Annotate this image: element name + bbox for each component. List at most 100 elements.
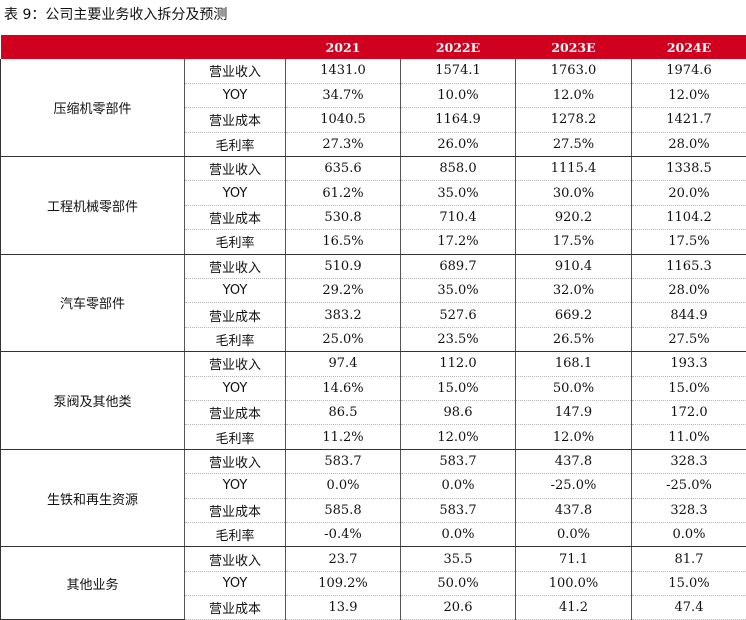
value-cell: 10.0%: [400, 83, 516, 109]
value-cell: 29.2%: [285, 278, 401, 304]
value-cell: 86.5: [285, 400, 401, 426]
header-segment-blank: [0, 35, 185, 59]
table-row: YOY 109.2% 50.0% 100.0% 15.0%: [1, 571, 746, 597]
table-row: 生铁和再生资源 营业收入 583.7 583.7 437.8 328.3: [0, 449, 746, 548]
value-cell: 710.4: [400, 205, 516, 231]
value-cell: 11.2%: [285, 424, 401, 450]
metric-label-cell: YOY: [184, 473, 286, 499]
metric-label-cell: 毛利率: [184, 522, 286, 548]
metric-label-cell: 营业收入: [184, 449, 286, 475]
value-cell: 109.2%: [285, 571, 401, 597]
value-cell: 71.1: [515, 546, 632, 572]
value-cell: 17.5%: [631, 229, 746, 255]
value-cell: 1278.2: [515, 107, 632, 133]
value-cell: 13.9: [285, 595, 401, 620]
value-cell: 12.0%: [515, 424, 632, 450]
value-cell: 32.0%: [515, 278, 632, 304]
table-row: 工程机械零部件 营业收入 635.6 858.0 1115.4 1338.5: [0, 156, 746, 255]
header-metric-blank: [184, 35, 286, 59]
metric-label-cell: 毛利率: [184, 424, 286, 450]
table-row: 压缩机零部件 营业收入 1431.0 1574.1 1763.0 1974.6: [0, 59, 746, 158]
value-cell: 100.0%: [515, 571, 632, 597]
metric-label-cell: 营业收入: [184, 254, 286, 280]
value-cell: 844.9: [631, 302, 746, 328]
table-row: YOY 14.6% 15.0% 50.0% 15.0%: [1, 376, 746, 401]
value-cell: 0.0%: [400, 473, 516, 499]
value-cell: 1165.3: [631, 254, 746, 280]
caption-text: 公司主要业务收入拆分及预测: [45, 7, 228, 23]
value-cell: 530.8: [285, 205, 401, 231]
segment-name-cell: 泵阀及其他类: [0, 351, 185, 450]
metric-label-cell: 毛利率: [184, 132, 286, 158]
value-cell: 15.0%: [400, 376, 516, 401]
value-cell: 61.2%: [285, 180, 401, 206]
metric-label-cell: 营业成本: [184, 400, 286, 426]
value-cell: 28.0%: [631, 132, 746, 158]
value-cell: 20.6: [400, 595, 516, 620]
metric-label-cell: YOY: [184, 278, 286, 304]
value-cell: 35.0%: [400, 180, 516, 206]
metric-label-cell: 营业收入: [184, 59, 286, 84]
value-cell: 26.5%: [515, 327, 632, 353]
value-cell: 1164.9: [400, 107, 516, 133]
table-row: YOY 0.0% 0.0% -25.0% -25.0%: [1, 473, 746, 499]
value-cell: 1574.1: [400, 59, 516, 84]
value-cell: 168.1: [515, 351, 632, 377]
value-cell: 583.7: [400, 498, 516, 523]
header-row: 2021 2022E 2023E 2024E: [0, 35, 746, 59]
table-row: 营业成本 13.9 20.6 41.2 47.4: [1, 595, 746, 620]
value-cell: 12.0%: [631, 83, 746, 109]
value-cell: 17.5%: [515, 229, 632, 255]
table-row: 营业成本 530.8 710.4 920.2 1104.2: [1, 205, 746, 231]
value-cell: 1104.2: [631, 205, 746, 231]
value-cell: 17.2%: [400, 229, 516, 255]
value-cell: 527.6: [400, 302, 516, 328]
value-cell: 47.4: [631, 595, 746, 620]
value-cell: 383.2: [285, 302, 401, 328]
metric-label-cell: 营业收入: [184, 351, 286, 377]
value-cell: 12.0%: [515, 83, 632, 109]
value-cell: 97.4: [285, 351, 401, 377]
value-cell: 35.0%: [400, 278, 516, 304]
table-row: 毛利率 -0.4% 0.0% 0.0% 0.0%: [1, 522, 746, 548]
value-cell: 14.6%: [285, 376, 401, 401]
metric-label-cell: 营业成本: [184, 205, 286, 231]
value-cell: 30.0%: [515, 180, 632, 206]
value-cell: 193.3: [631, 351, 746, 377]
value-cell: 0.0%: [631, 522, 746, 548]
value-cell: 98.6: [400, 400, 516, 426]
value-cell: 669.2: [515, 302, 632, 328]
table-row: 泵阀及其他类 营业收入 97.4 112.0 168.1 193.3: [0, 351, 746, 450]
value-cell: 23.7: [285, 546, 401, 572]
segment-name-cell: 工程机械零部件: [0, 156, 185, 255]
value-cell: 34.7%: [285, 83, 401, 109]
header-year: 2021: [285, 35, 401, 59]
value-cell: 15.0%: [631, 571, 746, 597]
table-row: YOY 29.2% 35.0% 32.0% 28.0%: [1, 278, 746, 304]
table-row: 营业成本 1040.5 1164.9 1278.2 1421.7: [1, 107, 746, 133]
table-body: 压缩机零部件 营业收入 1431.0 1574.1 1763.0 1974.6 YOY 34.…: [0, 59, 746, 620]
value-cell: 147.9: [515, 400, 632, 426]
metric-label-cell: 营业收入: [184, 546, 286, 572]
value-cell: 585.8: [285, 498, 401, 523]
metric-label-cell: YOY: [184, 180, 286, 206]
value-cell: 50.0%: [515, 376, 632, 401]
table-row: 毛利率 27.3% 26.0% 27.5% 28.0%: [1, 132, 746, 158]
value-cell: 328.3: [631, 449, 746, 475]
value-cell: 583.7: [285, 449, 401, 475]
value-cell: 0.0%: [515, 522, 632, 548]
value-cell: 112.0: [400, 351, 516, 377]
table-row: 营业成本 86.5 98.6 147.9 172.0: [1, 400, 746, 426]
metric-label-cell: 营业成本: [184, 302, 286, 328]
value-cell: 25.0%: [285, 327, 401, 353]
segment-name-cell: 其他业务: [0, 546, 185, 620]
metric-label-cell: YOY: [184, 571, 286, 597]
metric-label-cell: 营业成本: [184, 595, 286, 620]
table-row: 汽车零部件 营业收入 510.9 689.7 910.4 1165.3: [0, 254, 746, 353]
value-cell: 1763.0: [515, 59, 632, 84]
header-year: 2024E: [631, 35, 746, 59]
table-row: 营业成本 383.2 527.6 669.2 844.9: [1, 302, 746, 328]
table-row: 其他业务 营业收入 23.7 35.5 71.1 81.7: [0, 546, 746, 620]
table-row: 毛利率 11.2% 12.0% 12.0% 11.0%: [1, 424, 746, 450]
value-cell: 27.5%: [515, 132, 632, 158]
